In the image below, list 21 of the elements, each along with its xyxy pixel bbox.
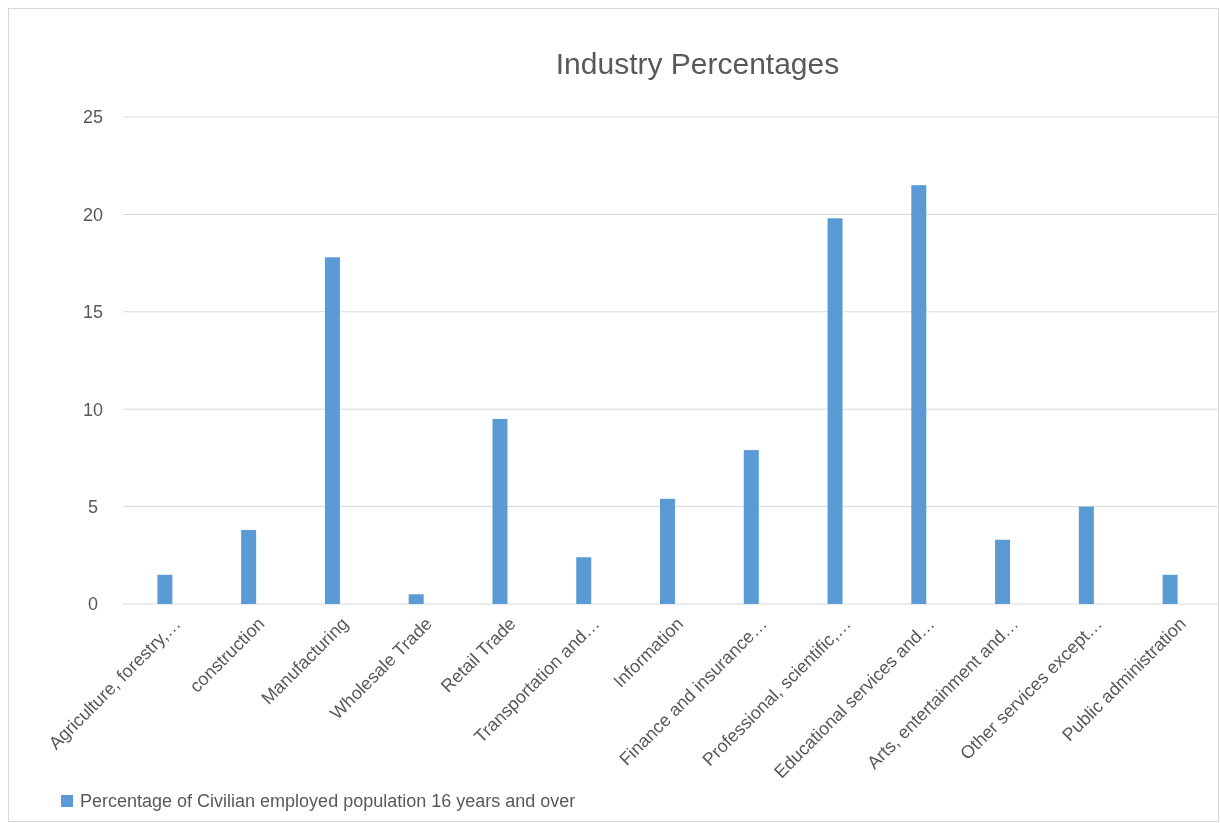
y-tick-label: 20	[82, 204, 104, 225]
bar	[408, 594, 424, 604]
bar	[492, 418, 508, 604]
y-tick-label: 5	[87, 496, 99, 517]
bar	[1078, 506, 1094, 604]
y-tick-label: 15	[82, 302, 104, 323]
bar	[241, 529, 257, 604]
chart-title: Industry Percentages	[555, 47, 840, 80]
bar	[324, 257, 340, 604]
y-tick-label: 25	[82, 107, 104, 128]
y-tick-label: 0	[87, 594, 99, 615]
y-tick-label: 10	[82, 399, 104, 420]
bar	[576, 557, 592, 604]
bar	[995, 539, 1011, 604]
bar	[827, 218, 843, 604]
bar	[660, 498, 675, 604]
bar	[1162, 574, 1178, 604]
bar	[743, 450, 759, 604]
legend-label: Percentage of Civilian employed population 16 years and over	[80, 791, 576, 812]
bar	[911, 185, 927, 604]
bar	[157, 574, 173, 604]
